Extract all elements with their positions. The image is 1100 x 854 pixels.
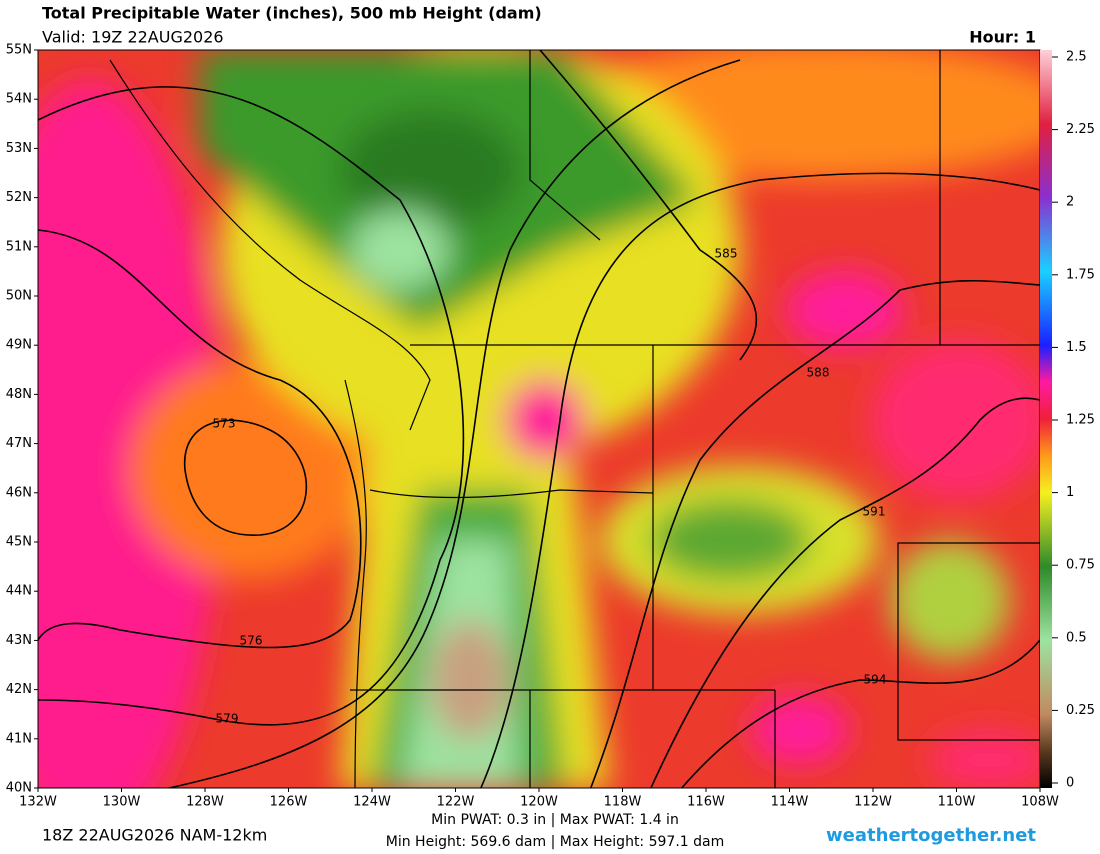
colorbar-label: 0.5 — [1066, 630, 1087, 645]
colorbar-label: 2.25 — [1066, 122, 1095, 137]
latitude-label: 42N — [6, 682, 32, 697]
latitude-label: 51N — [6, 239, 32, 254]
latitude-label: 53N — [6, 141, 32, 156]
longitude-label: 130W — [103, 795, 141, 810]
colorbar-label: 1.5 — [1066, 340, 1087, 355]
colorbar-label: 0 — [1066, 776, 1074, 791]
longitude-label: 108W — [1021, 795, 1059, 810]
latitude-label: 52N — [6, 190, 32, 205]
contour-label: 576 — [240, 634, 263, 648]
longitude-label: 116W — [687, 795, 725, 810]
latitude-label: 49N — [6, 338, 32, 353]
title: Total Precipitable Water (inches), 500 m… — [42, 4, 542, 23]
latitude-label: 50N — [6, 289, 32, 304]
latitude-label: 48N — [6, 387, 32, 402]
contour-label: 588 — [807, 366, 830, 380]
latitude-label: 43N — [6, 633, 32, 648]
latitude-label: 45N — [6, 535, 32, 550]
contour-label: 591 — [863, 505, 886, 519]
contour-label: 594 — [864, 673, 887, 687]
pwat-field — [38, 50, 1040, 788]
longitude-label: 128W — [186, 795, 224, 810]
height-range: Min Height: 569.6 dam | Max Height: 597.… — [386, 834, 724, 850]
latitude-label: 55N — [6, 43, 32, 58]
longitude-label: 112W — [854, 795, 892, 810]
latitude-label: 40N — [6, 781, 32, 796]
colorbar-label: 0.25 — [1066, 703, 1095, 718]
colorbar-label: 1.75 — [1066, 267, 1095, 282]
latitude-label: 44N — [6, 584, 32, 599]
colorbar-label: 1.25 — [1066, 413, 1095, 428]
longitude-label: 120W — [520, 795, 558, 810]
longitude-label: 118W — [604, 795, 642, 810]
pwat-range: Min PWAT: 0.3 in | Max PWAT: 1.4 in — [431, 812, 679, 828]
height-contours — [38, 50, 1040, 788]
longitude-label: 132W — [19, 795, 57, 810]
site-credit: weathertogether.net — [826, 825, 1036, 846]
contour-label: 579 — [216, 712, 239, 726]
longitude-label: 122W — [437, 795, 475, 810]
forecast-hour: Hour: 1 — [969, 28, 1036, 47]
latitude-label: 46N — [6, 485, 32, 500]
colorbar — [1040, 50, 1052, 788]
longitude-label: 114W — [771, 795, 809, 810]
longitude-label: 126W — [270, 795, 308, 810]
latitude-label: 41N — [6, 731, 32, 746]
colorbar-label: 2 — [1066, 195, 1074, 210]
longitude-label: 124W — [353, 795, 391, 810]
valid-time: Valid: 19Z 22AUG2026 — [42, 28, 224, 47]
colorbar-label: 1 — [1066, 485, 1074, 500]
model-run: 18Z 22AUG2026 NAM-12km — [42, 826, 267, 845]
contour-label: 573 — [213, 417, 236, 431]
longitude-label: 110W — [938, 795, 976, 810]
colorbar-label: 0.75 — [1066, 558, 1095, 573]
latitude-label: 54N — [6, 92, 32, 107]
boundaries — [109, 50, 1040, 788]
colorbar-label: 2.5 — [1066, 50, 1087, 65]
contour-label: 585 — [715, 247, 738, 261]
latitude-label: 47N — [6, 436, 32, 451]
